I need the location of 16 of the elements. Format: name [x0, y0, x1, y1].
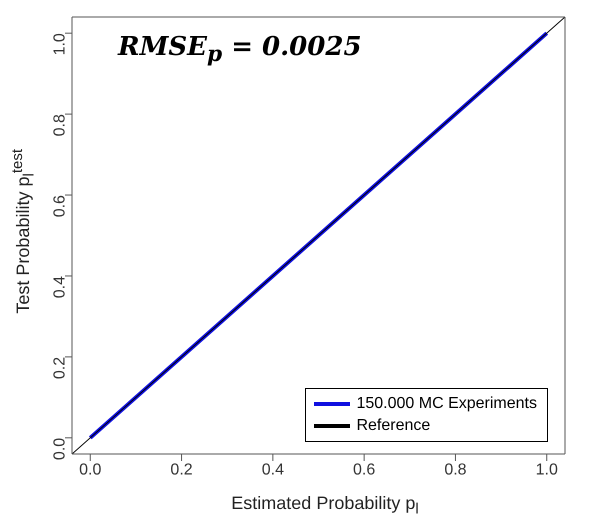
- x-tick-label: 1.0: [536, 461, 558, 478]
- y-tick-label: 1.0: [52, 33, 69, 56]
- x-tick-label: 0.2: [170, 461, 193, 478]
- y-tick-label: 0.0: [52, 438, 69, 460]
- x-axis-title: Estimated Probability p$_{l}$: [230, 493, 420, 518]
- y-tick-label: 0.6: [52, 194, 69, 218]
- y-tick-label: 0.2: [52, 356, 69, 380]
- y-tick-label: 0.4: [52, 276, 69, 298]
- x-tick-label: 0.6: [353, 461, 376, 478]
- legend-label: Reference: [356, 416, 430, 436]
- y-tick-label: 0.8: [52, 114, 69, 136]
- legend-label: 150.000 MC Experiments: [356, 394, 537, 414]
- x-tick-label: 0.8: [444, 461, 467, 478]
- annotation: RMSE$_{p}$ = 0.0025: [118, 32, 362, 68]
- x-tick-label: 0.0: [79, 461, 102, 478]
- x-tick-label: 0.4: [262, 461, 284, 478]
